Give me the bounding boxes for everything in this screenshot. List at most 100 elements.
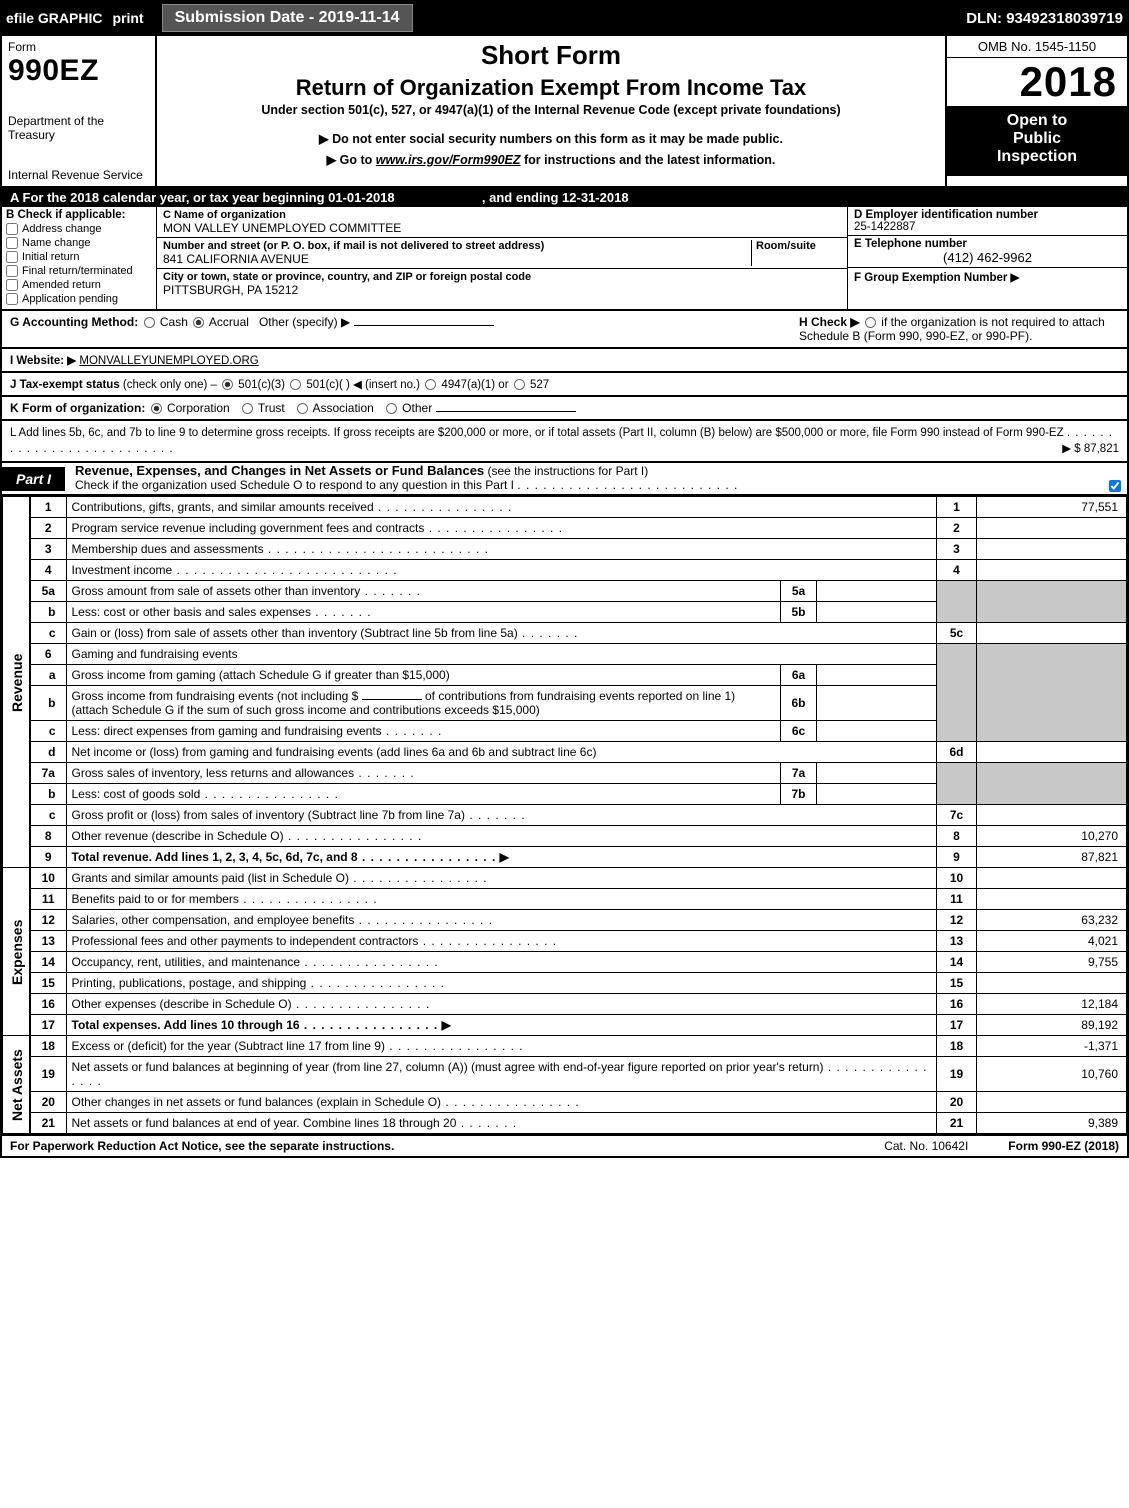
mini-ref: 7a bbox=[781, 763, 817, 784]
dln-label: DLN: 93492318039719 bbox=[966, 10, 1123, 27]
print-link[interactable]: print bbox=[112, 10, 143, 26]
phone-value: (412) 462-9962 bbox=[854, 250, 1121, 265]
header-right: OMB No. 1545-1150 2018 Open to Public In… bbox=[945, 36, 1127, 186]
dots-icon bbox=[360, 584, 421, 598]
mini-amount bbox=[817, 721, 937, 742]
line-desc: Printing, publications, postage, and shi… bbox=[72, 976, 307, 990]
j-501c3-radio[interactable] bbox=[222, 379, 233, 390]
form-header: Form 990EZ Department of the Treasury In… bbox=[0, 36, 1129, 188]
schedule-o-checkbox[interactable] bbox=[1109, 480, 1121, 492]
line-num: 11 bbox=[30, 889, 66, 910]
line-num: 7a bbox=[30, 763, 66, 784]
submission-date-box: Submission Date - 2019-11-14 bbox=[162, 4, 413, 32]
amended-return-checkbox[interactable] bbox=[6, 279, 18, 291]
short-form-title: Short Form bbox=[165, 40, 937, 71]
line-amount: 87,821 bbox=[977, 847, 1127, 868]
column-c: C Name of organization MON VALLEY UNEMPL… bbox=[157, 207, 847, 309]
e-label: E Telephone number bbox=[854, 238, 967, 250]
k-trust-radio[interactable] bbox=[242, 403, 253, 414]
line-num: a bbox=[30, 665, 66, 686]
line-num: 9 bbox=[30, 847, 66, 868]
irs-link[interactable]: www.irs.gov/Form990EZ bbox=[376, 153, 521, 167]
street-value: 841 CALIFORNIA AVENUE bbox=[163, 252, 309, 266]
part1-title: Revenue, Expenses, and Changes in Net As… bbox=[65, 463, 484, 478]
final-return-checkbox[interactable] bbox=[6, 265, 18, 277]
c-name-label: C Name of organization bbox=[163, 209, 286, 221]
line-num: 12 bbox=[30, 910, 66, 931]
j-527-radio[interactable] bbox=[514, 379, 525, 390]
shade-cell bbox=[937, 581, 977, 623]
dots-icon bbox=[517, 478, 738, 492]
line-amount bbox=[977, 1092, 1127, 1113]
line-amount: 4,021 bbox=[977, 931, 1127, 952]
line-ref: 14 bbox=[937, 952, 977, 973]
line-desc: Less: cost or other basis and sales expe… bbox=[72, 605, 311, 619]
line-desc: Gaming and fundraising events bbox=[72, 647, 238, 661]
line-desc: Grants and similar amounts paid (list in… bbox=[72, 871, 349, 885]
other-label: Other (specify) ▶ bbox=[259, 315, 350, 329]
line-desc-part1: Gross income from fundraising events (no… bbox=[72, 689, 359, 703]
j-4947-radio[interactable] bbox=[425, 379, 436, 390]
line-amount: -1,371 bbox=[977, 1036, 1127, 1057]
line-num: 19 bbox=[30, 1057, 66, 1092]
line-amount bbox=[977, 889, 1127, 910]
cash-radio[interactable] bbox=[144, 317, 155, 328]
line-ref: 10 bbox=[937, 868, 977, 889]
shade-cell bbox=[977, 644, 1127, 742]
city-label: City or town, state or province, country… bbox=[163, 271, 531, 283]
accrual-radio[interactable] bbox=[193, 317, 204, 328]
mini-amount bbox=[817, 763, 937, 784]
tax-year-end: , and ending 12-31-2018 bbox=[482, 190, 629, 205]
line-num: c bbox=[30, 805, 66, 826]
k-corp-radio[interactable] bbox=[151, 403, 162, 414]
line-desc: Professional fees and other payments to … bbox=[72, 934, 419, 948]
dots-icon bbox=[311, 605, 372, 619]
h-radio[interactable] bbox=[865, 317, 876, 328]
street-label: Number and street (or P. O. box, if mail… bbox=[163, 240, 544, 252]
k-row: K Form of organization: Corporation Trus… bbox=[0, 397, 1129, 421]
dots-icon bbox=[418, 934, 557, 948]
header-left: Form 990EZ Department of the Treasury In… bbox=[2, 36, 157, 186]
column-def: D Employer identification number 25-1422… bbox=[847, 207, 1127, 309]
part1-table: Revenue 1 Contributions, gifts, grants, … bbox=[0, 496, 1129, 1136]
line-desc: Less: direct expenses from gaming and fu… bbox=[72, 724, 382, 738]
k-corp-label: Corporation bbox=[167, 401, 230, 415]
d-label: D Employer identification number bbox=[854, 209, 1038, 221]
line-desc: Gain or (loss) from sale of assets other… bbox=[72, 626, 518, 640]
k-other-input[interactable] bbox=[436, 411, 576, 412]
line-ref: 9 bbox=[937, 847, 977, 868]
dots-icon bbox=[358, 850, 497, 864]
line-num: 5a bbox=[30, 581, 66, 602]
efile-label: efile GRAPHIC bbox=[6, 10, 102, 26]
line-amount: 10,270 bbox=[977, 826, 1127, 847]
tax-year: 2018 bbox=[947, 58, 1127, 106]
line-num: 2 bbox=[30, 518, 66, 539]
other-specify-input[interactable] bbox=[354, 325, 494, 326]
initial-return-checkbox[interactable] bbox=[6, 251, 18, 263]
line-desc: Excess or (deficit) for the year (Subtra… bbox=[72, 1039, 385, 1053]
j-527-label: 527 bbox=[530, 379, 549, 391]
part1-title-suffix: (see the instructions for Part I) bbox=[484, 464, 648, 478]
contrib-input[interactable] bbox=[362, 699, 422, 700]
name-change-label: Name change bbox=[22, 237, 91, 249]
addr-change-checkbox[interactable] bbox=[6, 223, 18, 235]
line-desc: Other revenue (describe in Schedule O) bbox=[72, 829, 284, 843]
line-num: 8 bbox=[30, 826, 66, 847]
line-desc: Other expenses (describe in Schedule O) bbox=[72, 997, 292, 1011]
line-num: b bbox=[30, 602, 66, 623]
line-amount: 10,760 bbox=[977, 1057, 1127, 1092]
open-line2: Public bbox=[951, 130, 1123, 148]
goto-post: for instructions and the latest informat… bbox=[521, 153, 776, 167]
app-pending-checkbox[interactable] bbox=[6, 293, 18, 305]
mini-ref: 7b bbox=[781, 784, 817, 805]
dots-icon bbox=[382, 724, 443, 738]
j-501c-radio[interactable] bbox=[290, 379, 301, 390]
k-other-radio[interactable] bbox=[386, 403, 397, 414]
dots-icon bbox=[292, 997, 431, 1011]
k-assoc-radio[interactable] bbox=[297, 403, 308, 414]
line-desc: Benefits paid to or for members bbox=[72, 892, 239, 906]
line-amount bbox=[977, 742, 1127, 763]
name-change-checkbox[interactable] bbox=[6, 237, 18, 249]
dots-icon bbox=[354, 913, 493, 927]
website-value[interactable]: MONVALLEYUNEMPLOYED.ORG bbox=[79, 355, 258, 367]
